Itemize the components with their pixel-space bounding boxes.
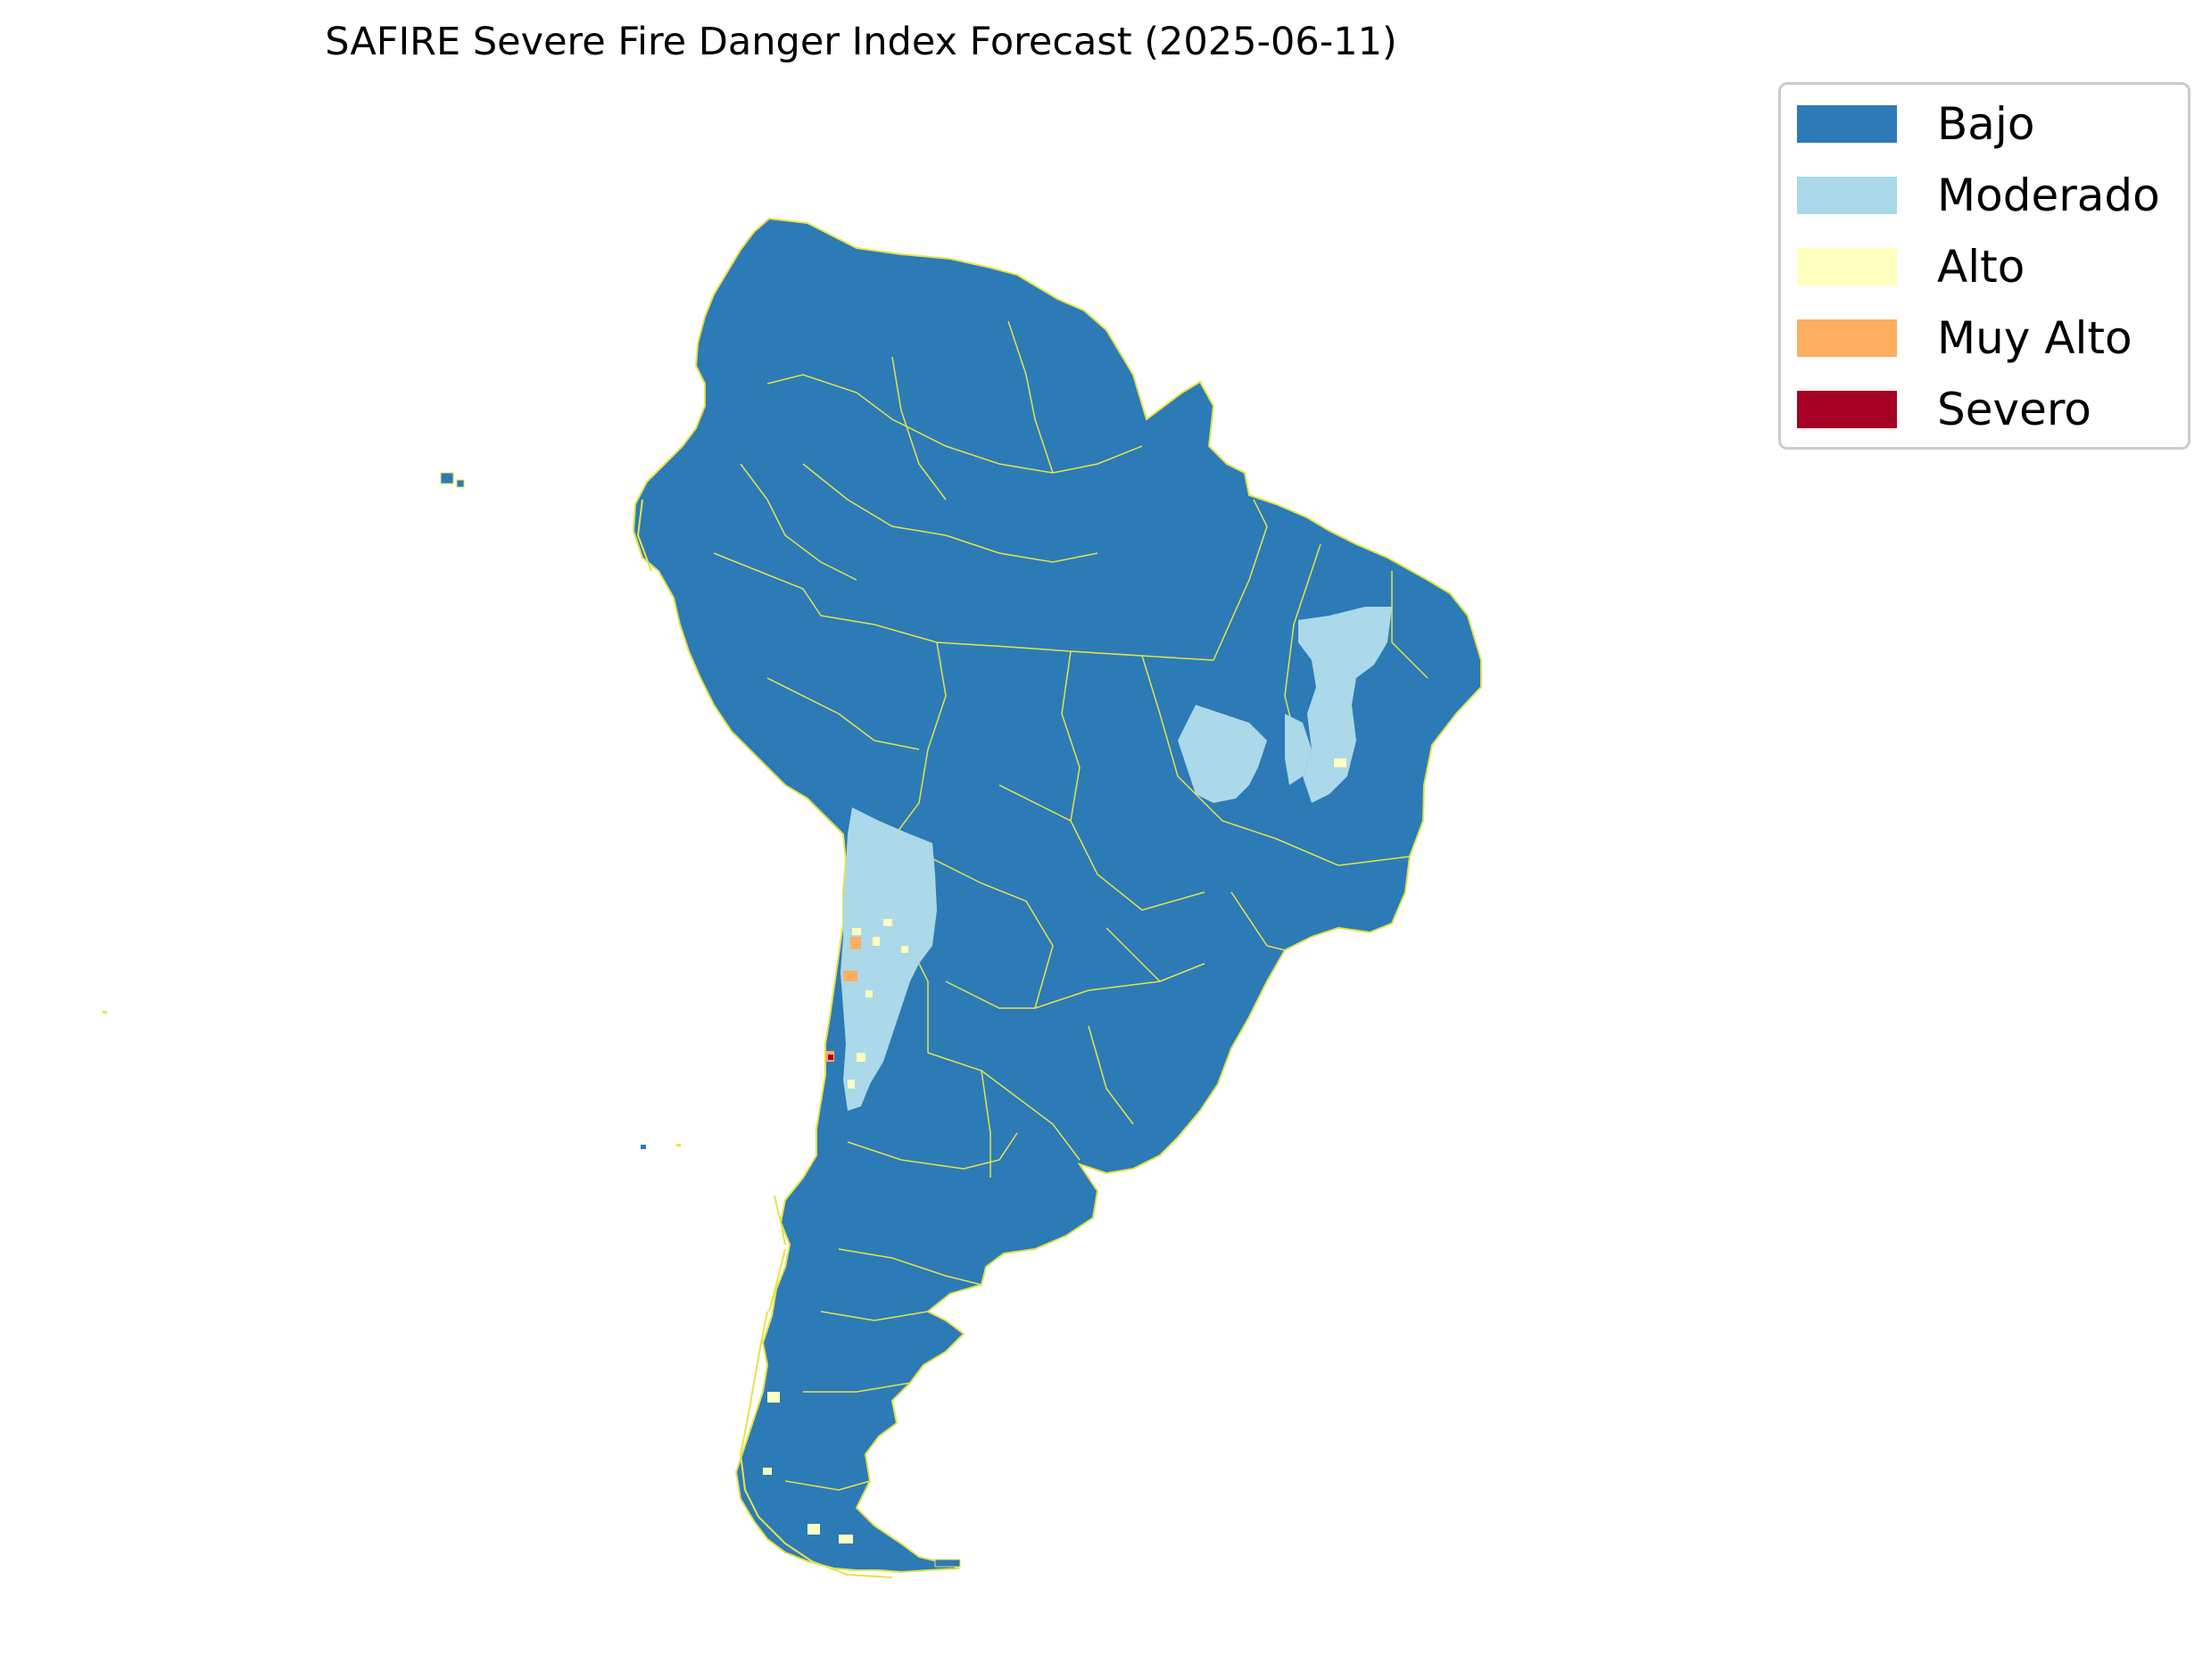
legend-swatch-moderado [1797,177,1897,214]
south-america-map [103,217,1482,1578]
legend: Bajo Moderado Alto Muy Alto Severo [1778,82,2190,450]
legend-swatch-bajo [1797,105,1897,143]
alto-patches [763,758,1346,1543]
severo-patches [828,1055,833,1060]
legend-swatch-muy-alto [1797,319,1897,357]
moderado-regions [841,607,1392,1111]
island-marker [676,1144,681,1146]
island-galapagos-2 [456,479,465,488]
island-galapagos [440,472,454,484]
legend-label-moderado: Moderado [1937,170,2160,221]
legend-item-moderado: Moderado [1797,169,2160,222]
legend-swatch-severo [1797,391,1897,428]
legend-swatch-alto [1797,248,1897,286]
legend-item-severo: Severo [1797,383,2091,436]
island-juan-fernandez [641,1145,646,1149]
legend-label-alto: Alto [1937,241,2025,293]
legend-item-bajo: Bajo [1797,97,2034,151]
admin-borders [713,320,1428,1491]
map-title: SAFIRE Severe Fire Danger Index Forecast… [325,20,1397,64]
archipelago-borders [636,499,893,1578]
island-falklands [934,1559,961,1568]
legend-item-alto: Alto [1797,240,2025,294]
legend-label-severo: Severo [1937,384,2091,435]
legend-item-muy-alto: Muy Alto [1797,311,2132,365]
island-marker-2 [103,1011,107,1014]
legend-label-bajo: Bajo [1937,98,2035,150]
legend-label-muy-alto: Muy Alto [1937,312,2132,364]
continent-land [632,217,1482,1574]
